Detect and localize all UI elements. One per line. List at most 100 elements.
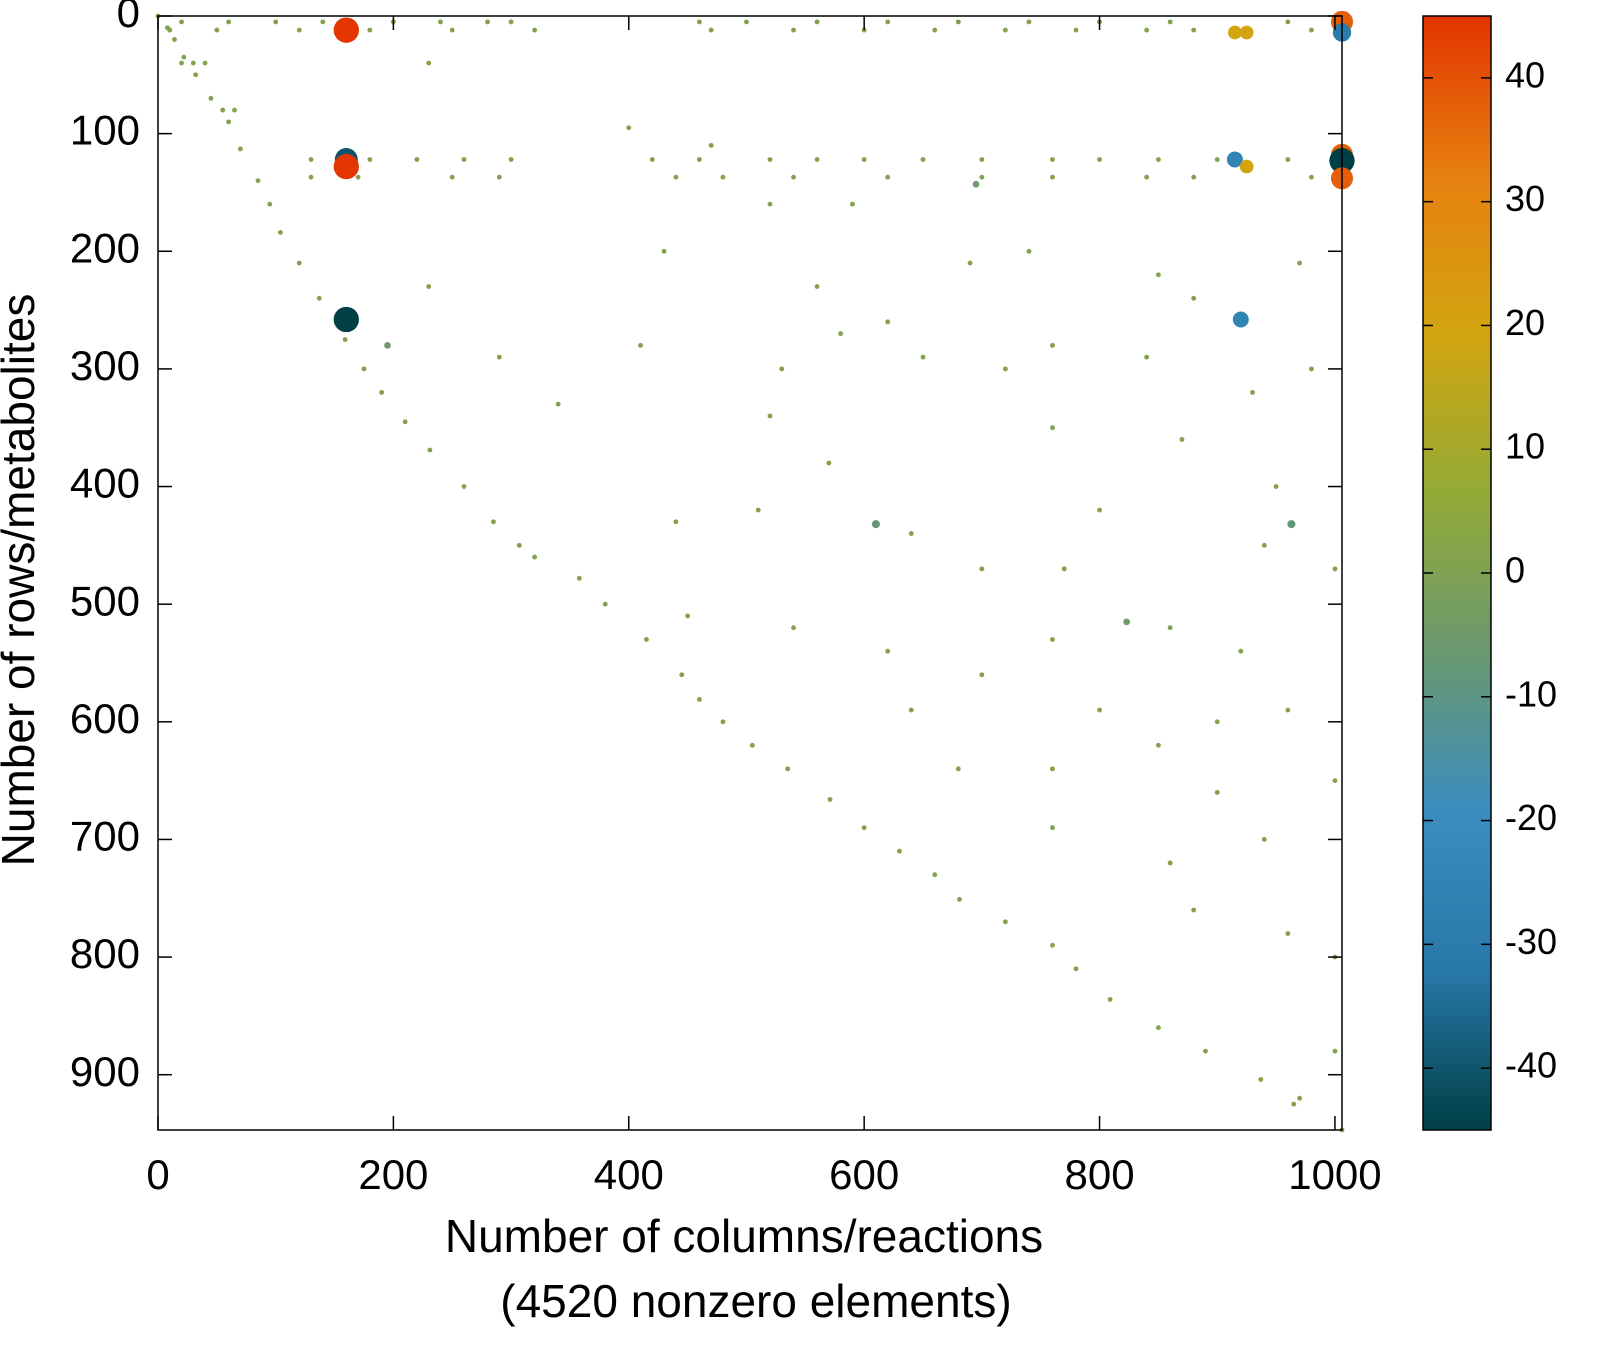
nonzero-point xyxy=(1332,1048,1338,1054)
nonzero-point xyxy=(193,72,199,78)
nonzero-point xyxy=(181,54,187,60)
nonzero-point xyxy=(273,19,279,25)
nonzero-point xyxy=(190,60,196,66)
nonzero-point xyxy=(308,157,314,162)
nonzero-point xyxy=(1191,907,1197,913)
nonzero-point xyxy=(449,174,455,180)
nonzero-point xyxy=(1291,1101,1297,1107)
nonzero-point xyxy=(1297,260,1303,266)
nonzero-point xyxy=(296,260,302,266)
nonzero-point xyxy=(367,27,373,33)
nonzero-point xyxy=(379,389,385,395)
nonzero-point xyxy=(749,742,755,748)
y-tick-label: 300 xyxy=(70,342,140,389)
nonzero-point xyxy=(1179,437,1185,442)
nonzero-point xyxy=(920,157,926,162)
nonzero-point xyxy=(885,19,891,25)
nonzero-point xyxy=(449,27,455,33)
nonzero-point xyxy=(1050,825,1055,831)
nonzero-point xyxy=(1285,707,1291,713)
nonzero-point xyxy=(1214,157,1220,162)
nonzero-point xyxy=(508,157,514,162)
nonzero-point xyxy=(202,60,208,66)
y-tick-label: 600 xyxy=(70,695,140,742)
nonzero-point xyxy=(438,19,443,25)
x-axis-note: (4520 nonzero elements) xyxy=(500,1275,1011,1327)
nonzero-point xyxy=(220,107,226,113)
nonzero-point xyxy=(1002,919,1008,925)
nonzero-point xyxy=(496,174,502,180)
y-tick-label: 0 xyxy=(117,0,140,36)
nonzero-point xyxy=(1239,159,1254,174)
nonzero-point xyxy=(172,37,177,42)
y-tick-label: 400 xyxy=(70,460,140,507)
nonzero-point xyxy=(1073,966,1079,972)
x-tick-label: 1000 xyxy=(1288,1151,1381,1198)
nonzero-point xyxy=(384,342,391,349)
nonzero-point xyxy=(1226,151,1243,168)
nonzero-point xyxy=(226,119,232,125)
nonzero-point xyxy=(1050,637,1055,642)
nonzero-point xyxy=(885,174,891,180)
nonzero-point xyxy=(1144,174,1150,180)
nonzero-point xyxy=(414,157,420,162)
nonzero-point xyxy=(708,142,714,148)
nonzero-point xyxy=(696,697,702,702)
nonzero-point xyxy=(814,284,820,289)
nonzero-point xyxy=(1238,648,1244,654)
nonzero-point xyxy=(1155,272,1161,278)
nonzero-point xyxy=(333,153,359,180)
colorbar-tick-label: -40 xyxy=(1505,1045,1557,1086)
nonzero-point xyxy=(361,366,367,372)
nonzero-point xyxy=(791,625,796,631)
nonzero-point xyxy=(932,27,938,33)
nonzero-point xyxy=(1155,742,1161,748)
nonzero-point xyxy=(237,146,243,152)
nonzero-point xyxy=(1191,174,1197,180)
nonzero-point xyxy=(1285,157,1291,162)
nonzero-point xyxy=(814,157,820,162)
nonzero-point xyxy=(720,719,726,725)
nonzero-point xyxy=(955,766,961,772)
nonzero-point xyxy=(643,637,649,642)
nonzero-point xyxy=(1332,778,1338,784)
nonzero-point xyxy=(532,27,538,33)
nonzero-point xyxy=(1308,174,1314,180)
nonzero-point xyxy=(1107,996,1113,1002)
nonzero-point xyxy=(861,825,867,831)
nonzero-point xyxy=(1273,484,1279,489)
nonzero-point xyxy=(555,401,561,407)
nonzero-point xyxy=(979,672,985,678)
colorbar-tick-label: -20 xyxy=(1505,797,1557,838)
nonzero-point xyxy=(1050,766,1055,772)
nonzero-point xyxy=(296,27,302,33)
x-tick-label: 600 xyxy=(829,1151,899,1198)
nonzero-point xyxy=(814,19,820,25)
plot-frame xyxy=(157,15,1343,1131)
nonzero-point xyxy=(908,707,914,713)
nonzero-point xyxy=(602,601,608,607)
y-tick-label: 500 xyxy=(70,577,140,624)
nonzero-point xyxy=(1239,25,1254,40)
colorbar-tick-label: 20 xyxy=(1505,302,1545,343)
nonzero-point xyxy=(720,174,726,180)
nonzero-point xyxy=(791,27,796,33)
nonzero-point xyxy=(779,366,785,372)
nonzero-point xyxy=(1123,618,1130,626)
nonzero-point xyxy=(1050,942,1055,948)
nonzero-point xyxy=(576,575,582,581)
nonzero-point xyxy=(1002,27,1008,33)
nonzero-point xyxy=(871,520,880,529)
nonzero-point xyxy=(791,174,796,180)
nonzero-point xyxy=(426,60,432,66)
nonzero-point xyxy=(1050,174,1055,180)
nonzero-point xyxy=(897,848,902,854)
nonzero-point xyxy=(955,19,961,25)
colorbar-tick-label: 10 xyxy=(1505,426,1545,467)
nonzero-point xyxy=(1228,25,1242,40)
nonzero-point xyxy=(1167,860,1173,866)
nonzero-point xyxy=(696,157,702,162)
nonzero-point xyxy=(649,157,655,162)
y-tick-label: 200 xyxy=(70,224,140,271)
nonzero-point xyxy=(1026,248,1032,254)
